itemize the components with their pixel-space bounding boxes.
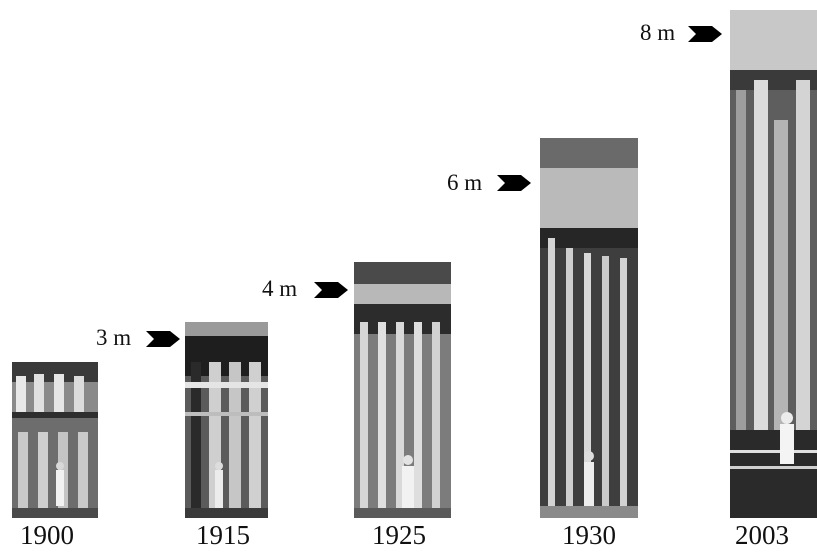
year-label-1900: 1900 bbox=[20, 520, 74, 550]
photo-1930 bbox=[540, 138, 638, 518]
arrow-1925-icon bbox=[314, 282, 348, 298]
photo-1925 bbox=[354, 262, 451, 518]
photo-2003 bbox=[730, 10, 817, 518]
height-label-1915: 3 m bbox=[96, 325, 132, 350]
year-label-1915: 1915 bbox=[196, 520, 250, 550]
height-label-1925: 4 m bbox=[262, 276, 298, 301]
photo-1915 bbox=[185, 322, 268, 518]
height-label-2003: 8 m bbox=[640, 20, 676, 45]
arrow-1915-icon bbox=[146, 331, 180, 347]
year-label-2003: 2003 bbox=[735, 520, 789, 550]
photo-1900 bbox=[12, 362, 98, 518]
height-label-1930: 6 m bbox=[447, 170, 483, 195]
arrow-1930-icon bbox=[497, 175, 531, 191]
year-label-1925: 1925 bbox=[372, 520, 426, 550]
year-label-1930: 1930 bbox=[562, 520, 616, 550]
arrow-2003-icon bbox=[688, 26, 722, 42]
